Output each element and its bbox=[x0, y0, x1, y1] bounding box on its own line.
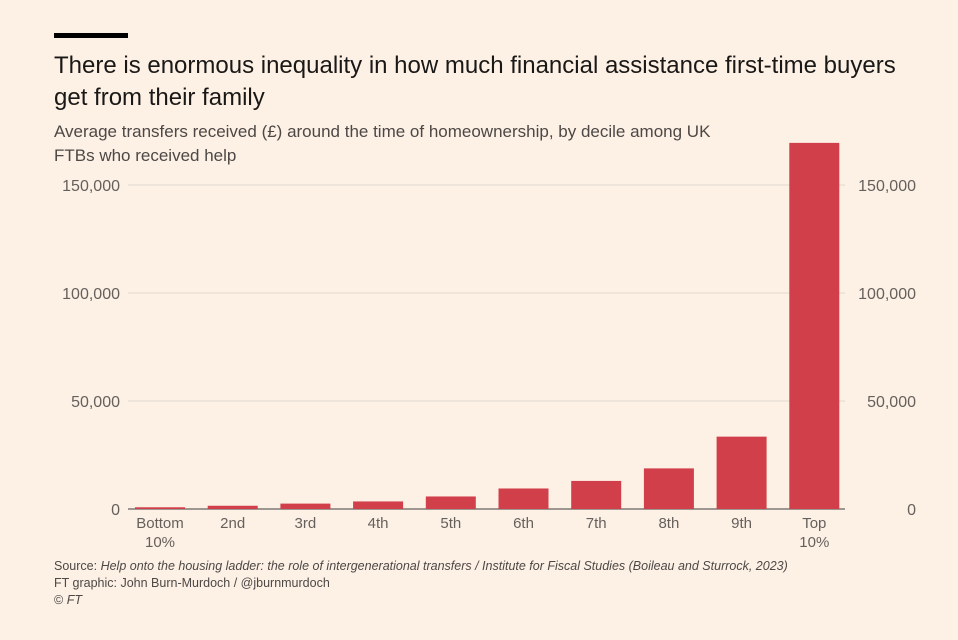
graphic-credit: FT graphic: John Burn-Murdoch / @jburnmu… bbox=[54, 576, 330, 590]
bar bbox=[643, 468, 694, 509]
copyright-symbol: © bbox=[54, 593, 64, 607]
bar bbox=[207, 505, 258, 509]
y-tick-label-right: 0 bbox=[907, 502, 916, 519]
bar-chart: 0 50,000 100,000 150,000 0 50,000 100,000 150,… bbox=[62, 142, 916, 551]
y-tick-label-right: 100,000 bbox=[858, 286, 916, 303]
source-title: Help onto the housing ladder: the role o… bbox=[100, 559, 788, 573]
x-tick-label: Top 10% bbox=[799, 515, 829, 551]
x-axis: Bottom 10% 2nd 3rd 4th 5th 6th 7th 8th 9th Top 10% bbox=[136, 515, 829, 551]
y-tick-label-left: 0 bbox=[111, 502, 120, 519]
x-tick-label: 4th bbox=[368, 515, 389, 532]
chart-title: There is enormous inequality in how much… bbox=[54, 52, 896, 111]
bars bbox=[135, 142, 840, 509]
bar bbox=[498, 488, 549, 509]
header-rule bbox=[54, 33, 128, 38]
bar bbox=[353, 501, 404, 509]
bar bbox=[789, 142, 840, 509]
y-axis-right: 0 50,000 100,000 150,000 bbox=[858, 178, 916, 519]
bar bbox=[425, 496, 476, 509]
y-axis-left: 0 50,000 100,000 150,000 bbox=[62, 178, 120, 519]
copyright-ft: FT bbox=[66, 593, 82, 607]
x-tick-label: 2nd bbox=[220, 515, 245, 532]
y-tick-label-left: 150,000 bbox=[62, 178, 120, 195]
x-tick-label: 8th bbox=[658, 515, 679, 532]
x-tick-label: 9th bbox=[731, 515, 752, 532]
x-tick-label: 7th bbox=[586, 515, 607, 532]
bar bbox=[280, 503, 331, 509]
y-tick-label-left: 50,000 bbox=[71, 394, 120, 411]
x-tick-label: 5th bbox=[440, 515, 461, 532]
x-tick-label: 6th bbox=[513, 515, 534, 532]
y-tick-label-left: 100,000 bbox=[62, 286, 120, 303]
source-line: Source: Help onto the housing ladder: th… bbox=[54, 558, 944, 575]
source-prefix: Source: bbox=[54, 559, 101, 573]
copyright: © FT bbox=[54, 592, 944, 609]
bar bbox=[716, 436, 767, 509]
chart-subtitle: Average transfers received (£) around th… bbox=[54, 122, 711, 165]
y-tick-label-right: 150,000 bbox=[858, 178, 916, 195]
bar bbox=[135, 507, 185, 509]
y-tick-label-right: 50,000 bbox=[867, 394, 916, 411]
chart-footer: Source: Help onto the housing ladder: th… bbox=[54, 558, 944, 609]
bar bbox=[571, 480, 622, 509]
x-tick-label: Bottom 10% bbox=[136, 515, 184, 551]
x-tick-label: 3rd bbox=[295, 515, 317, 532]
